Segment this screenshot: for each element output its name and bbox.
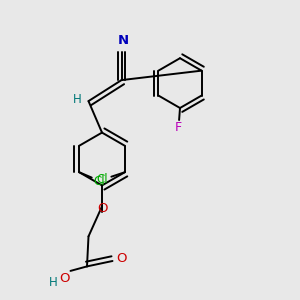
Text: Cl: Cl — [97, 173, 108, 186]
Text: O: O — [59, 272, 70, 285]
Text: F: F — [175, 121, 182, 134]
Text: H: H — [49, 276, 58, 289]
Text: N: N — [117, 34, 129, 47]
Text: Cl: Cl — [94, 175, 105, 188]
Text: H: H — [73, 93, 82, 106]
Text: O: O — [98, 202, 108, 215]
Text: O: O — [116, 252, 127, 265]
